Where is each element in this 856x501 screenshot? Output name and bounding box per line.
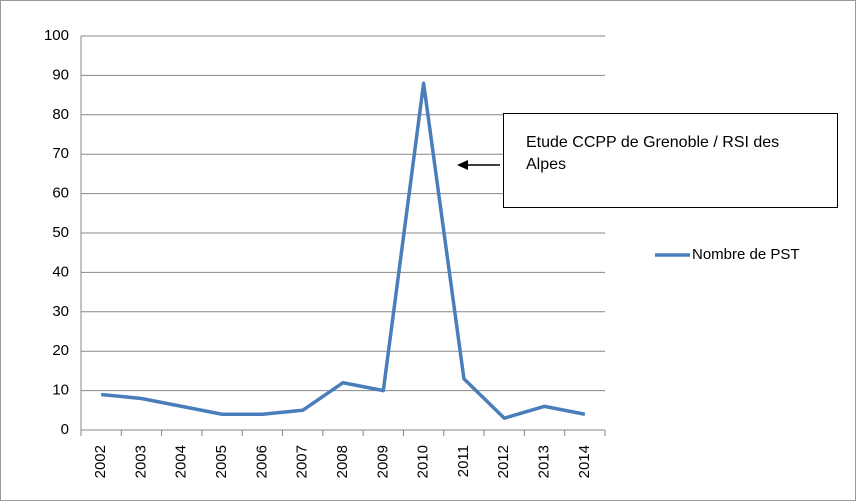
- y-tick-label: 50: [52, 224, 69, 241]
- x-tick-label: 2012: [495, 445, 512, 478]
- x-tick-label: 2006: [253, 445, 270, 478]
- x-tick-label: 2002: [92, 445, 109, 478]
- x-tick-label: 2004: [173, 445, 190, 478]
- y-tick-label: 90: [52, 66, 69, 83]
- y-tick-label: 100: [44, 27, 69, 44]
- x-tick-label: 2009: [374, 445, 391, 478]
- x-tick-label: 2005: [213, 445, 230, 478]
- annotation: Etude CCPP de Grenoble / RSI des Alpes: [503, 113, 838, 208]
- x-tick-label: 2008: [334, 445, 351, 478]
- y-tick-label: 30: [52, 303, 69, 320]
- y-tick-label: 80: [52, 106, 69, 123]
- x-tick-label: 2003: [132, 445, 149, 478]
- x-tick-label: 2013: [536, 445, 553, 478]
- data-line: [100, 81, 586, 420]
- x-tick-label: 2011: [455, 445, 472, 477]
- y-tick-label: 70: [52, 145, 69, 162]
- annotation-arrowhead: [457, 160, 468, 170]
- y-tick-label: 0: [61, 421, 69, 438]
- legend-label: Nombre de PST: [692, 246, 800, 263]
- x-tick-label: 2007: [294, 445, 311, 478]
- y-tick-label: 10: [52, 382, 69, 399]
- y-tick-label: 20: [52, 342, 69, 359]
- y-tick-label: 40: [52, 263, 69, 280]
- x-tick-label: 2010: [415, 445, 432, 478]
- x-tick-label: 2014: [576, 445, 593, 478]
- y-tick-label: 60: [52, 185, 69, 202]
